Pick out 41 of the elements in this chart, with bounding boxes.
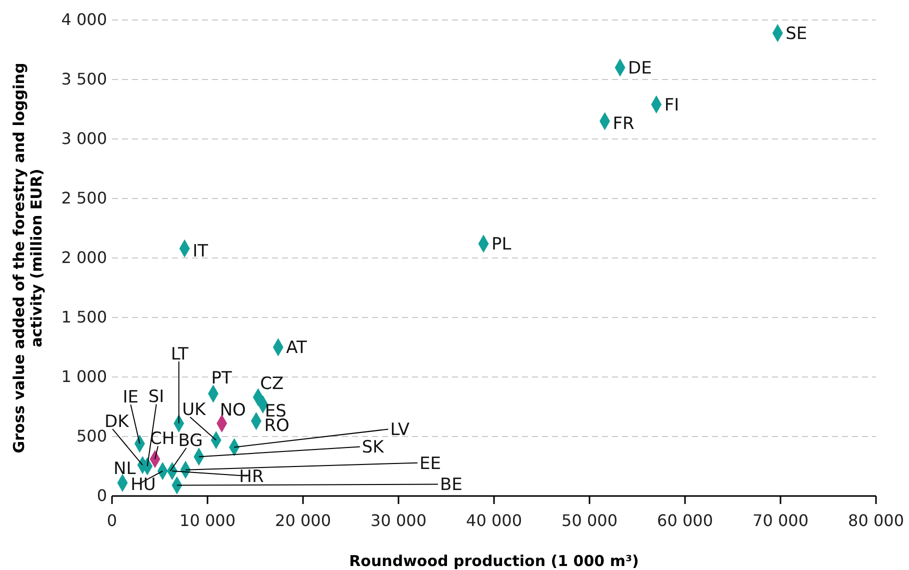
annotation: IE [122, 388, 138, 408]
x-tick-label: 60 000 [657, 511, 713, 530]
y-axis-title: Gross value added of the forestry and logging activity (million EUR) [10, 62, 46, 454]
annotation: HR [239, 466, 264, 487]
x-tick-label: 50 000 [562, 511, 618, 530]
annotation: CH [150, 429, 175, 450]
y-tick-label: 3 000 [61, 129, 107, 148]
x-tick-label: 70 000 [752, 511, 808, 530]
y-tick-label: 1 500 [61, 308, 107, 327]
annotation: BG [178, 430, 203, 451]
annotation: CZ [260, 374, 284, 394]
annotation: AT [286, 338, 308, 358]
x-tick-label: 10 000 [180, 511, 236, 530]
annotation: DE [628, 58, 652, 79]
annotation: PL [491, 234, 512, 255]
x-tick-label: 30 000 [370, 511, 426, 530]
y-tick-label: 0 [96, 486, 107, 506]
annotation: SI [148, 387, 164, 408]
annotation: EE [420, 454, 442, 474]
annotation: IT [192, 241, 209, 262]
annotation: LT [170, 344, 189, 364]
annotation: PT [211, 368, 232, 389]
y-tick-label: 4 000 [61, 10, 107, 30]
x-axis-title: Roundwood production (1 000 m³) [349, 552, 639, 570]
annotation: BE [440, 475, 462, 496]
x-tick-label: 80 000 [848, 511, 904, 530]
y-tick-label: 500 [76, 426, 107, 446]
x-tick-label: 20 000 [275, 511, 331, 530]
annotation: UK [182, 400, 207, 420]
annotation: FR [612, 114, 635, 134]
y-tick-label: 1 000 [61, 367, 107, 386]
annotation: NO [220, 400, 246, 420]
y-tick-label: 2 000 [61, 248, 107, 268]
annotation: DK [104, 412, 130, 432]
annotation: SE [786, 24, 808, 44]
y-tick-label: 2 500 [61, 188, 107, 208]
y-tick-label: 3 500 [61, 70, 107, 89]
annotation: LV [390, 420, 410, 440]
annotation: FI [664, 95, 680, 116]
x-tick-label: 40 000 [466, 511, 522, 530]
annotation: SK [362, 438, 385, 458]
